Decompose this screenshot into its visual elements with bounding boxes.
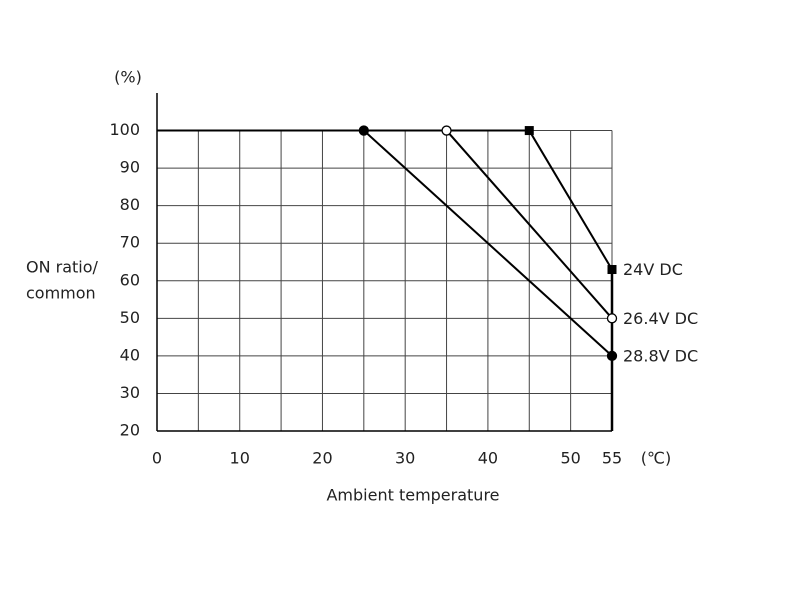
y-tick-label: 20 [120, 421, 140, 440]
y-tick-label: 90 [120, 158, 140, 177]
marker [606, 350, 618, 362]
x-unit: (℃) [641, 449, 671, 468]
x-tick-label: 0 [152, 449, 162, 468]
marker [606, 313, 618, 324]
marker [524, 126, 534, 136]
x-tick-label: 10 [230, 449, 250, 468]
y-unit: (%) [114, 68, 142, 87]
series-line [157, 129, 613, 271]
marker [358, 125, 369, 136]
series-line [157, 129, 613, 319]
x-tick-label: 20 [312, 449, 332, 468]
y-tick-label: 100 [109, 120, 140, 139]
marker [607, 265, 617, 275]
x-tick-label: 55 [602, 449, 622, 468]
legend-label: 24V DC [623, 260, 683, 279]
x-tick-label: 50 [560, 449, 580, 468]
y-label: common [26, 284, 96, 303]
x-tick-label: 30 [395, 449, 415, 468]
y-tick-label: 70 [120, 233, 140, 252]
y-tick-label: 40 [120, 345, 140, 364]
legend-label: 26.4V DC [623, 309, 698, 328]
y-tick-label: 50 [120, 308, 140, 327]
y-tick-label: 30 [120, 383, 140, 402]
x-label: Ambient temperature [326, 486, 499, 505]
legend-label: 28.8V DC [623, 346, 698, 365]
x-tick-label: 40 [478, 449, 498, 468]
y-tick-label: 60 [120, 270, 140, 289]
y-label: ON ratio/ [26, 258, 99, 277]
y-tick-label: 80 [120, 195, 140, 214]
marker [441, 125, 452, 136]
